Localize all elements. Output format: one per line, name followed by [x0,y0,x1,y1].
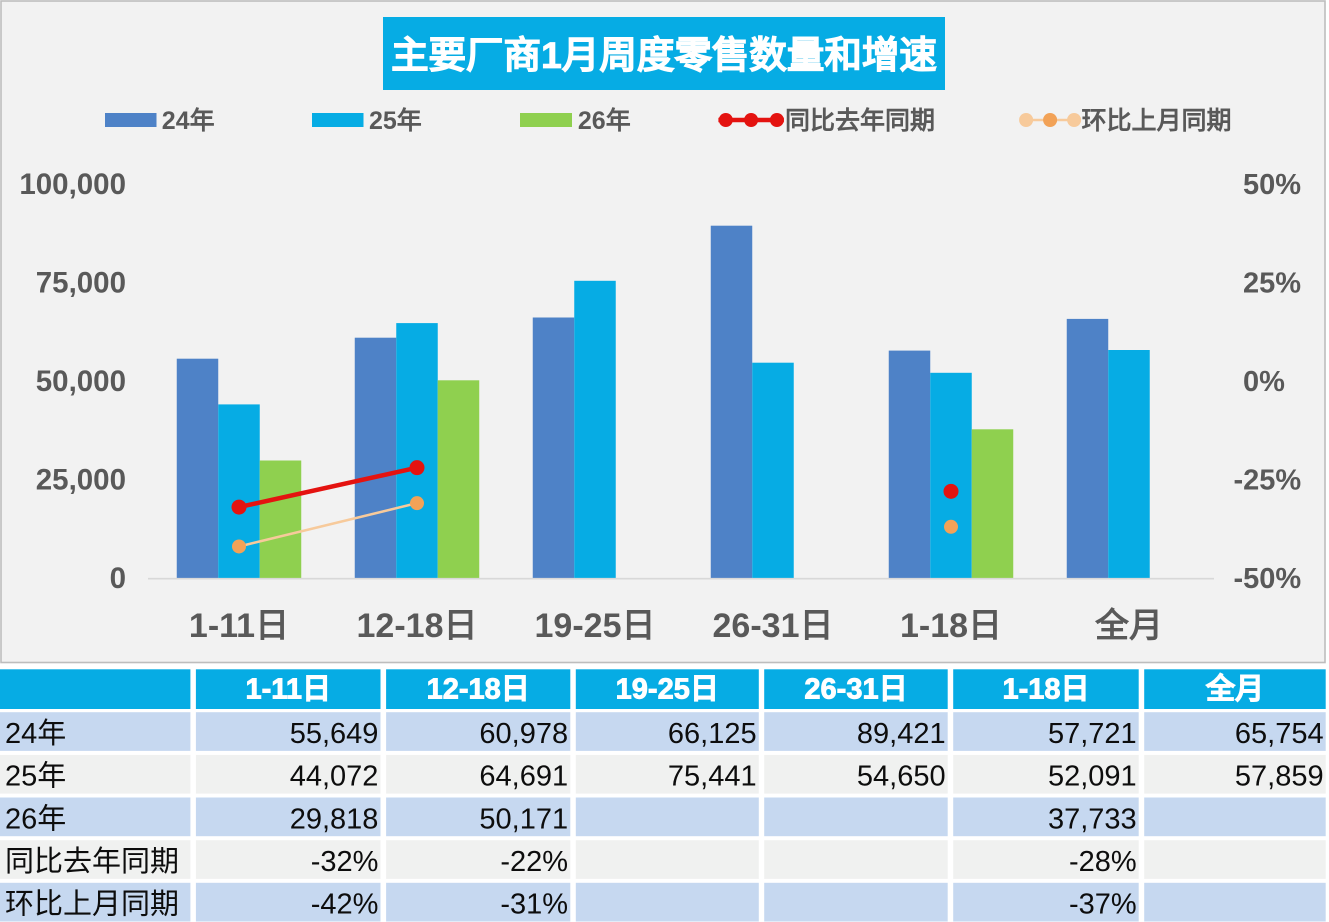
svg-text:64,691: 64,691 [479,761,568,793]
svg-text:-42%: -42% [311,889,379,921]
svg-text:12-18日: 12-18日 [357,607,478,645]
svg-text:29,818: 29,818 [290,803,379,835]
svg-text:25年: 25年 [5,760,66,793]
svg-text:0%: 0% [1243,366,1285,398]
svg-text:19-25日: 19-25日 [535,607,656,645]
svg-text:26年: 26年 [5,802,66,835]
svg-text:主要厂商1月周度零售数量和增速: 主要厂商1月周度零售数量和增速 [391,34,937,76]
svg-text:-25%: -25% [1234,465,1302,497]
svg-text:-31%: -31% [500,889,568,921]
svg-text:54,650: 54,650 [857,761,946,793]
svg-text:0: 0 [110,562,126,595]
svg-text:26-31日: 26-31日 [713,607,834,645]
svg-text:50%: 50% [1243,169,1301,201]
svg-text:25,000: 25,000 [36,464,126,497]
svg-text:57,859: 57,859 [1235,761,1324,793]
svg-text:-28%: -28% [1069,846,1137,878]
svg-text:75,441: 75,441 [668,761,757,793]
svg-text:环比上月同期: 环比上月同期 [5,888,179,921]
svg-text:52,091: 52,091 [1048,761,1137,793]
svg-text:全月: 全月 [1094,606,1163,645]
svg-text:24年: 24年 [162,106,215,135]
svg-text:1-11日: 1-11日 [189,607,289,645]
svg-text:26年: 26年 [578,106,631,135]
svg-text:50,171: 50,171 [479,803,568,835]
svg-text:89,421: 89,421 [857,718,946,750]
svg-text:1-18日: 1-18日 [1002,674,1089,706]
svg-text:100,000: 100,000 [19,168,126,201]
svg-text:-50%: -50% [1234,563,1302,595]
svg-text:25年: 25年 [369,106,422,135]
svg-text:同比去年同期: 同比去年同期 [785,106,935,135]
svg-text:-37%: -37% [1069,889,1137,921]
svg-text:37,733: 37,733 [1048,803,1137,835]
svg-text:-32%: -32% [311,846,379,878]
svg-text:75,000: 75,000 [36,267,126,300]
svg-text:1-18日: 1-18日 [900,607,1002,645]
svg-text:环比上月同期: 环比上月同期 [1082,107,1232,135]
svg-text:65,754: 65,754 [1235,718,1324,750]
svg-text:19-25日: 19-25日 [616,674,719,706]
svg-text:24年: 24年 [5,717,66,750]
svg-text:57,721: 57,721 [1048,718,1137,750]
svg-text:60,978: 60,978 [479,718,568,750]
svg-text:-22%: -22% [500,846,568,878]
svg-text:1-11日: 1-11日 [246,674,331,706]
svg-text:66,125: 66,125 [668,718,757,750]
svg-text:44,072: 44,072 [290,761,379,793]
svg-text:12-18日: 12-18日 [427,674,530,706]
svg-text:全月: 全月 [1205,672,1264,706]
svg-text:25%: 25% [1243,268,1301,300]
svg-text:26-31日: 26-31日 [804,674,907,706]
svg-text:同比去年同期: 同比去年同期 [5,845,179,878]
svg-text:55,649: 55,649 [290,718,379,750]
svg-text:50,000: 50,000 [36,365,126,398]
